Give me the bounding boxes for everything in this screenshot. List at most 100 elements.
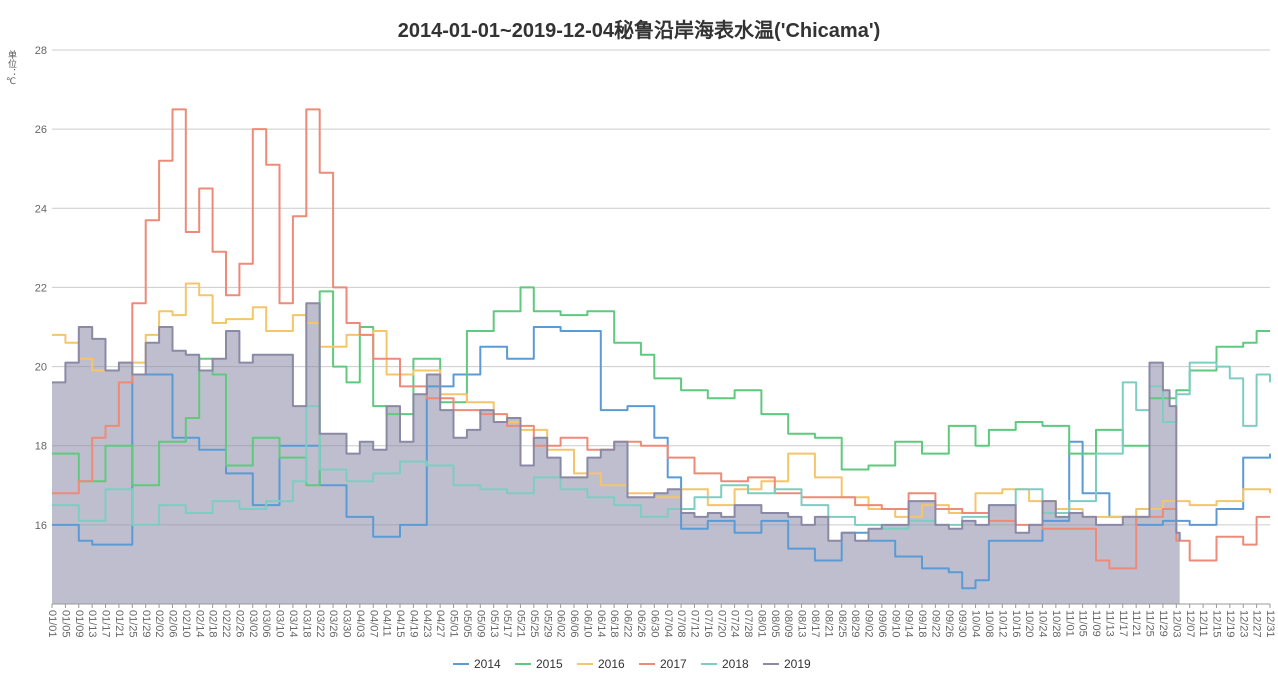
x-tick-label: 05/09 (474, 610, 486, 638)
x-tick-label: 11/21 (1130, 610, 1142, 637)
area-layer (52, 303, 1180, 604)
x-tick-label: 06/14 (595, 610, 607, 638)
x-tick-label: 09/06 (876, 610, 888, 638)
legend-label: 2017 (660, 657, 687, 671)
x-tick-label: 01/01 (46, 610, 58, 638)
x-tick-label: 04/19 (407, 610, 419, 638)
x-tick-label: 09/10 (889, 610, 901, 638)
x-tick-label: 12/15 (1211, 610, 1223, 638)
x-tick-label: 04/07 (367, 610, 379, 638)
x-tick-label: 02/26 (233, 610, 245, 638)
x-tick-label: 06/06 (568, 610, 580, 638)
x-tick-label: 06/22 (622, 610, 634, 638)
x-tick-label: 02/14 (193, 610, 205, 638)
x-tick-label: 08/21 (822, 610, 834, 638)
y-tick-label: 16 (35, 520, 47, 532)
x-tick-label: 06/26 (635, 610, 647, 638)
series-area-2019 (52, 303, 1180, 604)
x-tick-label: 02/06 (167, 610, 179, 638)
x-tick-label: 10/28 (1050, 610, 1062, 638)
x-tick-label: 10/24 (1037, 610, 1049, 638)
x-tick-label: 03/02 (247, 610, 259, 638)
x-tick-label: 02/22 (220, 610, 232, 638)
x-tick-label: 01/29 (140, 610, 152, 638)
y-axis-label: 单位：℃ (6, 50, 16, 87)
x-tick-label: 05/21 (515, 610, 527, 638)
x-tick-label: 11/01 (1063, 610, 1075, 637)
x-tick-label: 12/27 (1251, 610, 1263, 638)
x-tick-label: 01/25 (126, 610, 138, 638)
x-tick-label: 12/03 (1170, 610, 1182, 638)
legend-item-2018[interactable]: 2018 (701, 657, 749, 671)
x-tick-label: 09/18 (916, 610, 928, 638)
x-tick-label: 03/14 (287, 610, 299, 638)
chart-title: 2014-01-01~2019-12-04秘鲁沿岸海表水温('Chicama') (397, 20, 881, 42)
x-tick-label: 08/05 (769, 610, 781, 638)
legend-item-2015[interactable]: 2015 (515, 657, 563, 671)
x-tick-label: 05/29 (541, 610, 553, 638)
x-tick-label: 11/17 (1117, 610, 1129, 637)
legend-label: 2014 (474, 657, 501, 671)
x-tick-label: 12/07 (1184, 610, 1196, 638)
x-tick-label: 08/09 (782, 610, 794, 638)
x-tick-label: 08/17 (809, 610, 821, 638)
x-tick-label: 04/03 (354, 610, 366, 638)
x-tick-label: 01/21 (113, 610, 125, 638)
x-tick-label: 12/11 (1197, 610, 1209, 637)
x-tick-label: 01/17 (100, 610, 112, 638)
x-tick-label: 11/09 (1090, 610, 1102, 637)
x-tick-label: 09/22 (929, 610, 941, 638)
x-tick-label: 02/10 (180, 610, 192, 638)
x-tick-label: 11/25 (1144, 610, 1156, 637)
x-tick-label: 11/05 (1077, 610, 1089, 637)
series-line-2019 (52, 302, 1181, 542)
x-tick-label: 08/01 (755, 610, 767, 638)
series-line-2016 (52, 282, 1271, 518)
line-layer (52, 108, 1271, 590)
x-tick-label: 05/25 (528, 610, 540, 638)
x-tick-label: 07/12 (689, 610, 701, 638)
x-tick-label: 10/20 (1023, 610, 1035, 638)
legend[interactable]: 2014 2015 2016 2017 2018 2019 (453, 657, 811, 671)
legend-label: 2018 (722, 657, 749, 671)
x-tick-label: 07/24 (729, 610, 741, 638)
x-tick-label: 01/05 (59, 610, 71, 638)
y-tick-label: 24 (35, 203, 47, 215)
x-tick-label: 04/27 (434, 610, 446, 638)
x-tick-label: 08/25 (836, 610, 848, 638)
x-tick-label: 07/20 (715, 610, 727, 638)
x-tick-label: 03/10 (274, 610, 286, 638)
series-line-2014 (52, 326, 1271, 590)
x-tick-label: 03/26 (327, 610, 339, 638)
x-tick-label: 03/06 (260, 610, 272, 638)
x-tick-label: 10/04 (970, 610, 982, 638)
x-tick-label: 08/13 (796, 610, 808, 638)
legend-item-2019[interactable]: 2019 (763, 657, 811, 671)
x-tick-label: 07/08 (675, 610, 687, 638)
x-tick-label: 10/12 (996, 610, 1008, 638)
x-tick-label: 07/28 (742, 610, 754, 638)
legend-item-2016[interactable]: 2016 (577, 657, 625, 671)
y-tick-label: 28 (35, 45, 47, 57)
x-tick-label: 06/02 (555, 610, 567, 638)
x-tick-label: 07/04 (662, 610, 674, 638)
y-tick-label: 26 (35, 124, 47, 136)
x-tick-label: 10/16 (1010, 610, 1022, 638)
x-tick-label: 06/10 (581, 610, 593, 638)
series-line-2015 (52, 286, 1270, 487)
legend-label: 2016 (598, 657, 625, 671)
x-tick-label: 06/30 (648, 610, 660, 638)
legend-item-2014[interactable]: 2014 (453, 657, 501, 671)
y-tick-label: 22 (35, 282, 47, 294)
x-tick-label: 05/01 (448, 610, 460, 638)
x-tick-label: 12/19 (1224, 610, 1236, 638)
x-tick-label: 07/16 (702, 610, 714, 638)
legend-item-2017[interactable]: 2017 (639, 657, 687, 671)
y-tick-label: 18 (35, 441, 47, 453)
x-tick-label: 02/18 (207, 610, 219, 638)
legend-label: 2019 (784, 657, 811, 671)
y-tick-label: 20 (35, 362, 47, 374)
x-tick-label: 12/23 (1237, 610, 1249, 638)
